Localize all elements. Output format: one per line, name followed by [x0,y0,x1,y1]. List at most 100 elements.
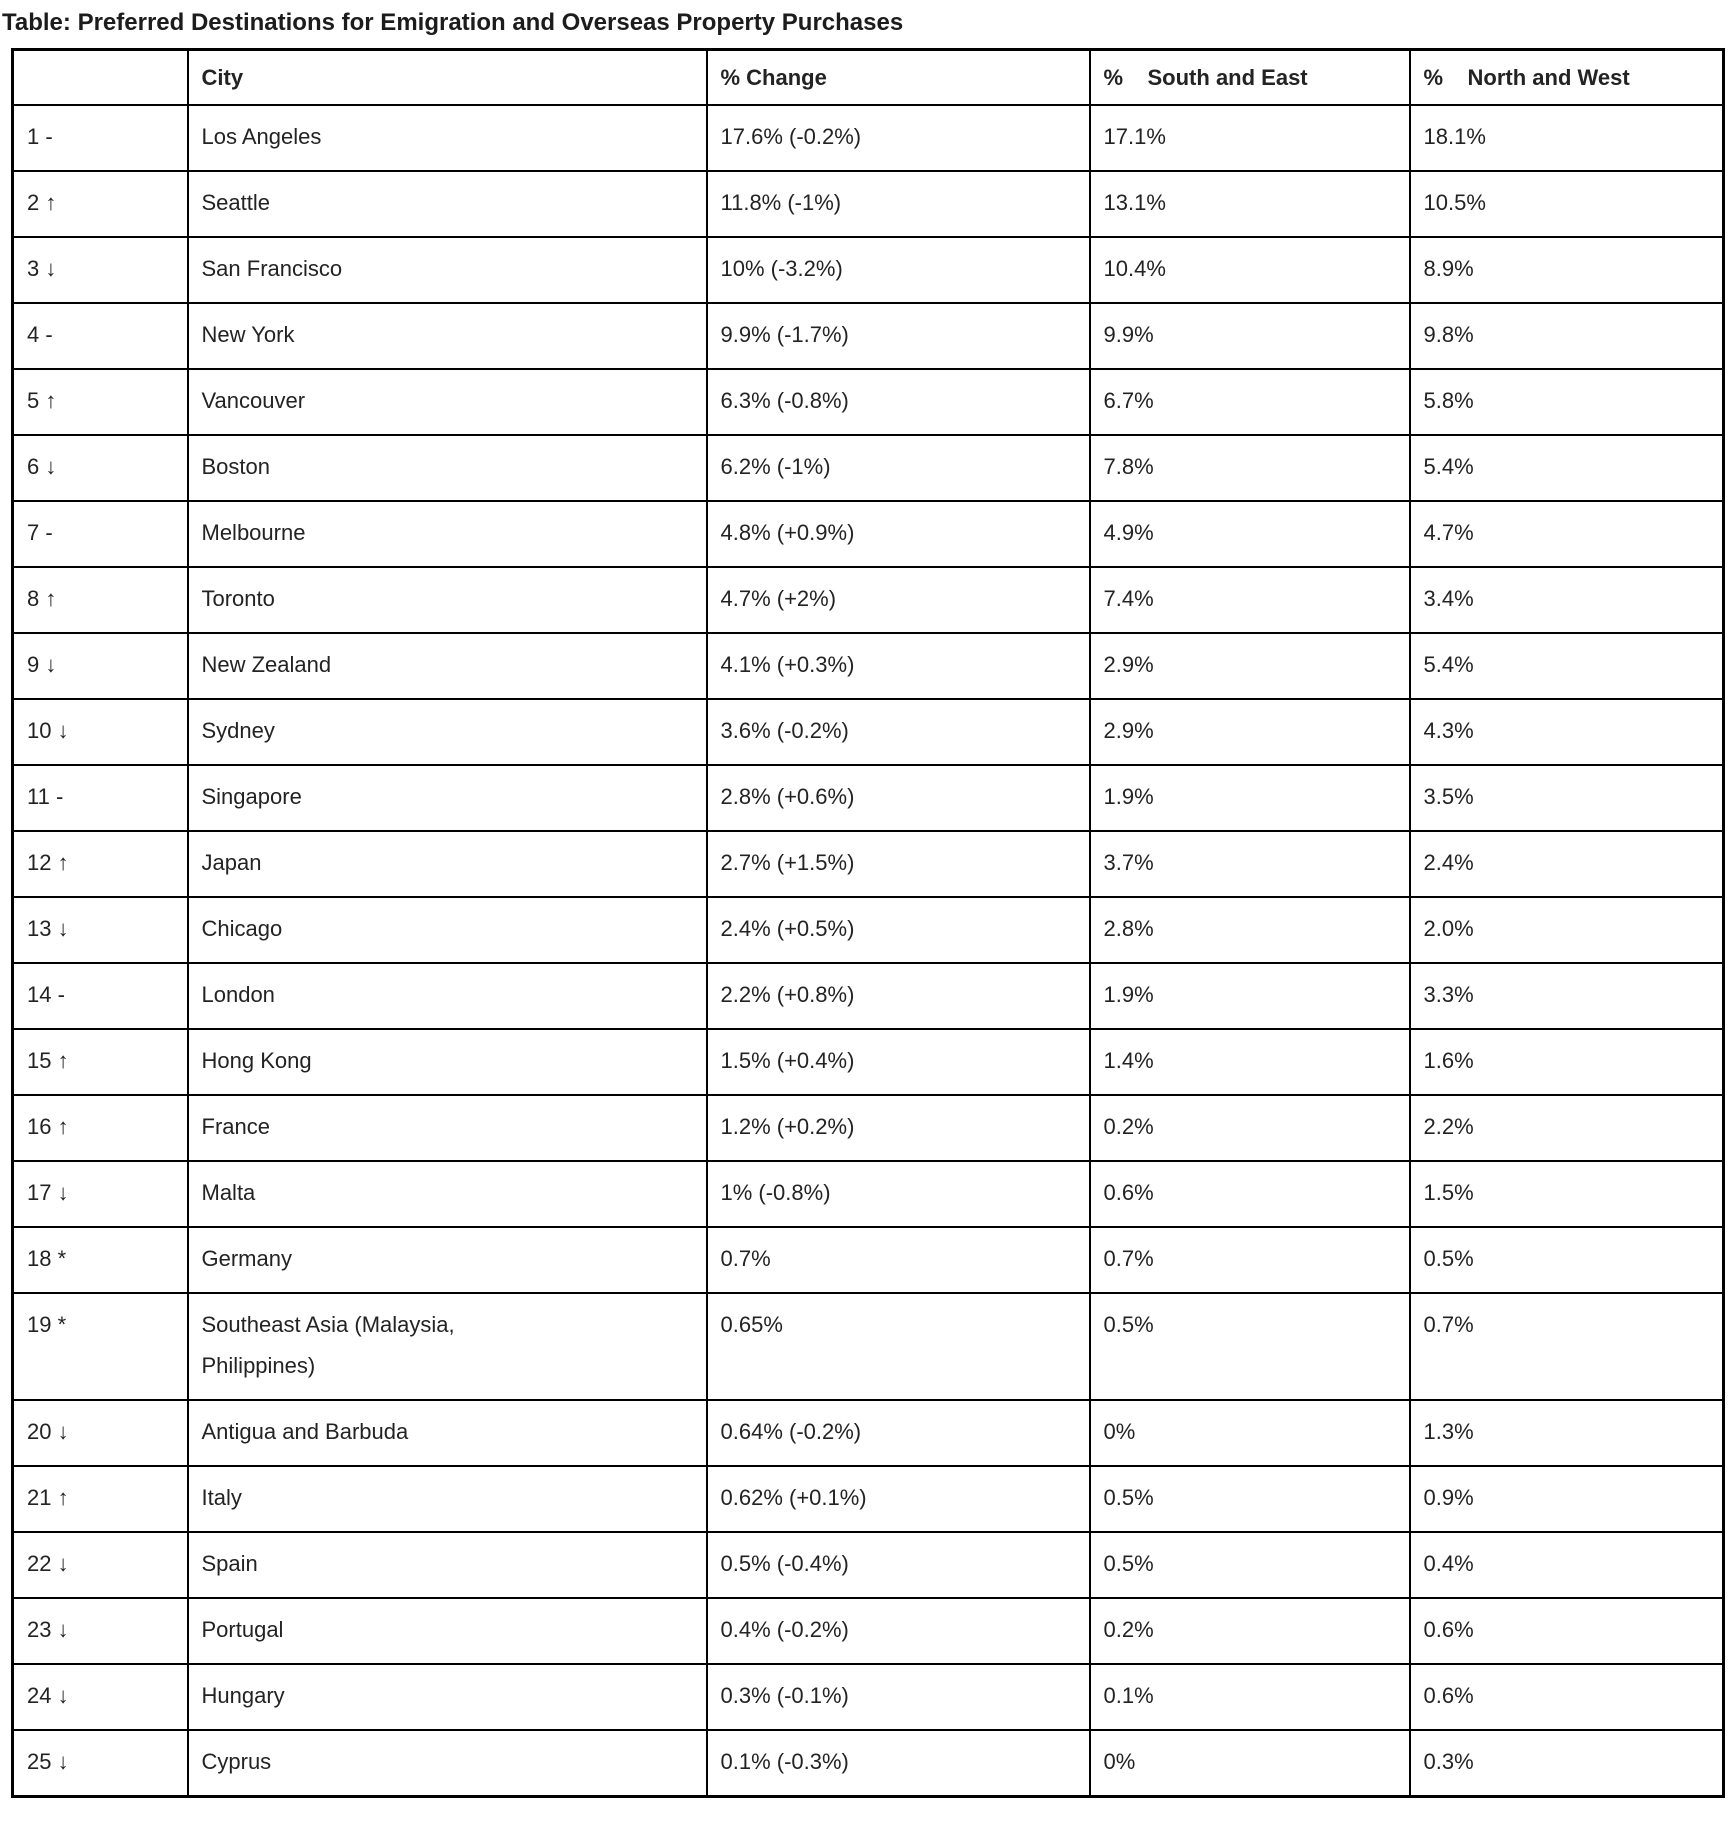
change-cell: 0.5% (-0.4%) [705,1531,1091,1599]
rank-cell: 15 ↑ [11,1028,189,1096]
rank-cell: 7 - [11,500,189,568]
city-cell: Japan [186,830,708,898]
south-east-cell: 17.1% [1088,104,1411,172]
city-cell: Boston [186,434,708,502]
north-west-cell: 0.9% [1408,1465,1725,1533]
rank-cell: 25 ↓ [11,1729,189,1798]
north-west-cell: 4.7% [1408,500,1725,568]
north-west-cell: 9.8% [1408,302,1725,370]
rank-cell: 6 ↓ [11,434,189,502]
change-cell: 0.7% [705,1226,1091,1294]
north-west-cell: 2.4% [1408,830,1725,898]
table-row: 20 ↓ Antigua and Barbuda 0.64% (-0.2%) 0% 1.… [11,1399,1725,1467]
north-west-cell: 5.4% [1408,632,1725,700]
city-cell: San Francisco [186,236,708,304]
col-header-rank [11,48,189,106]
north-west-cell: 4.3% [1408,698,1725,766]
rank-cell: 2 ↑ [11,170,189,238]
table-row: 19 * Southeast Asia (Malaysia, Philippine… [11,1292,1725,1401]
change-cell: 10% (-3.2%) [705,236,1091,304]
south-east-cell: 3.7% [1088,830,1411,898]
table-row: 23 ↓ Portugal 0.4% (-0.2%) 0.2% 0.6% [11,1597,1725,1665]
table-row: 22 ↓ Spain 0.5% (-0.4%) 0.5% 0.4% [11,1531,1725,1599]
north-west-cell: 0.4% [1408,1531,1725,1599]
north-west-cell: 10.5% [1408,170,1725,238]
rank-cell: 1 - [11,104,189,172]
rank-cell: 9 ↓ [11,632,189,700]
south-east-cell: 13.1% [1088,170,1411,238]
rank-cell: 16 ↑ [11,1094,189,1162]
city-cell: Sydney [186,698,708,766]
change-cell: 1% (-0.8%) [705,1160,1091,1228]
table-row: 9 ↓ New Zealand 4.1% (+0.3%) 2.9% 5.4% [11,632,1725,700]
change-cell: 0.65% [705,1292,1091,1401]
change-cell: 0.64% (-0.2%) [705,1399,1091,1467]
change-cell: 6.2% (-1%) [705,434,1091,502]
change-cell: 2.8% (+0.6%) [705,764,1091,832]
rank-cell: 23 ↓ [11,1597,189,1665]
table-row: 21 ↑ Italy 0.62% (+0.1%) 0.5% 0.9% [11,1465,1725,1533]
rank-cell: 5 ↑ [11,368,189,436]
city-cell: Germany [186,1226,708,1294]
change-cell: 1.2% (+0.2%) [705,1094,1091,1162]
rank-cell: 20 ↓ [11,1399,189,1467]
rank-cell: 22 ↓ [11,1531,189,1599]
change-cell: 1.5% (+0.4%) [705,1028,1091,1096]
south-east-cell: 0.6% [1088,1160,1411,1228]
table-row: 25 ↓ Cyprus 0.1% (-0.3%) 0% 0.3% [11,1729,1725,1798]
change-cell: 2.2% (+0.8%) [705,962,1091,1030]
north-west-cell: 0.6% [1408,1663,1725,1731]
north-west-cell: 8.9% [1408,236,1725,304]
change-cell: 6.3% (-0.8%) [705,368,1091,436]
table-row: 24 ↓ Hungary 0.3% (-0.1%) 0.1% 0.6% [11,1663,1725,1731]
rank-cell: 4 - [11,302,189,370]
rank-cell: 11 - [11,764,189,832]
rank-cell: 10 ↓ [11,698,189,766]
table-row: 2 ↑ Seattle 11.8% (-1%) 13.1% 10.5% [11,170,1725,238]
city-cell: Italy [186,1465,708,1533]
change-cell: 4.8% (+0.9%) [705,500,1091,568]
south-east-cell: 4.9% [1088,500,1411,568]
table-row: 11 - Singapore 2.8% (+0.6%) 1.9% 3.5% [11,764,1725,832]
rank-cell: 17 ↓ [11,1160,189,1228]
city-cell: Antigua and Barbuda [186,1399,708,1467]
rank-cell: 14 - [11,962,189,1030]
north-west-cell: 3.3% [1408,962,1725,1030]
north-west-cell: 5.4% [1408,434,1725,502]
city-cell: Seattle [186,170,708,238]
south-east-cell: 2.9% [1088,632,1411,700]
city-cell: France [186,1094,708,1162]
north-west-cell: 18.1% [1408,104,1725,172]
rank-cell: 13 ↓ [11,896,189,964]
south-east-cell: 1.4% [1088,1028,1411,1096]
table-row: 18 * Germany 0.7% 0.7% 0.5% [11,1226,1725,1294]
south-east-cell: 7.4% [1088,566,1411,634]
page-title: Table: Preferred Destinations for Emigra… [2,9,904,36]
south-east-cell: 0% [1088,1729,1411,1798]
north-west-cell: 3.4% [1408,566,1725,634]
south-east-cell: 0.2% [1088,1597,1411,1665]
south-east-cell: 7.8% [1088,434,1411,502]
change-cell: 9.9% (-1.7%) [705,302,1091,370]
north-west-cell: 3.5% [1408,764,1725,832]
city-cell: Cyprus [186,1729,708,1798]
city-cell: New Zealand [186,632,708,700]
change-cell: 17.6% (-0.2%) [705,104,1091,172]
south-east-cell: 0.2% [1088,1094,1411,1162]
table-row: 3 ↓ San Francisco 10% (-3.2%) 10.4% 8.9% [11,236,1725,304]
col-header-city: City [186,48,708,106]
city-cell: Vancouver [186,368,708,436]
table-row: 15 ↑ Hong Kong 1.5% (+0.4%) 1.4% 1.6% [11,1028,1725,1096]
city-cell: Southeast Asia (Malaysia, Philippines) [186,1292,708,1401]
rank-cell: 21 ↑ [11,1465,189,1533]
table-body: 1 - Los Angeles 17.6% (-0.2%) 17.1% 18.1% 2 ↑… [11,104,1725,1798]
south-east-cell: 0.7% [1088,1226,1411,1294]
col-header-north-west: % North and West [1408,48,1725,106]
table-row: 13 ↓ Chicago 2.4% (+0.5%) 2.8% 2.0% [11,896,1725,964]
change-cell: 4.1% (+0.3%) [705,632,1091,700]
north-west-cell: 1.5% [1408,1160,1725,1228]
city-cell: Hungary [186,1663,708,1731]
change-cell: 2.4% (+0.5%) [705,896,1091,964]
north-west-cell: 2.0% [1408,896,1725,964]
north-west-cell: 5.8% [1408,368,1725,436]
